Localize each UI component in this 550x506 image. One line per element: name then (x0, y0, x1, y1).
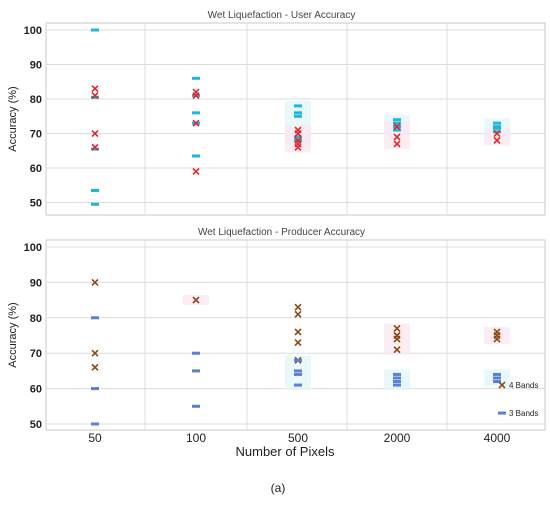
data-point-dash (91, 422, 99, 426)
data-point-dash (91, 95, 99, 99)
data-point-dash (493, 130, 501, 134)
data-point-dash (393, 121, 401, 125)
data-point-dash (294, 114, 302, 118)
data-point-dash (393, 128, 401, 132)
data-point-dash (294, 383, 302, 387)
chart-title: Wet Liquefaction - Producer Accuracy (198, 227, 365, 238)
data-point-x (192, 167, 200, 176)
legend-swatch-x (498, 381, 506, 389)
data-point-dash (493, 376, 501, 380)
x-tick-label: 4000 (484, 431, 511, 445)
data-point-x (393, 123, 401, 131)
y-tick-label: 50 (30, 419, 42, 431)
data-point-dash (393, 380, 401, 384)
data-point-dash (91, 202, 99, 206)
data-point-dash (493, 380, 501, 384)
data-point-dash (192, 76, 200, 80)
data-point-x (91, 363, 99, 371)
y-tick-label: 60 (30, 384, 42, 396)
data-point-x (294, 303, 302, 311)
y-axis-label: Accuracy (%) (7, 302, 19, 367)
data-point-x (393, 324, 401, 332)
data-point-dash (493, 121, 501, 125)
cluster-shade (384, 369, 410, 391)
data-point-dash (91, 147, 99, 151)
x-tick-label: 500 (288, 431, 308, 445)
data-point-dash (493, 372, 501, 376)
x-tick-label: 50 (88, 431, 102, 445)
y-tick-label: 70 (30, 129, 42, 141)
x-tick-label: 2000 (384, 431, 411, 445)
data-point-dash (192, 369, 200, 373)
data-point-dash (393, 376, 401, 380)
y-tick-label: 60 (30, 163, 42, 175)
data-point-x (393, 335, 401, 343)
data-point-dash (294, 372, 302, 376)
data-point-dash (294, 369, 302, 373)
data-point-x (294, 328, 302, 336)
data-point-dash (91, 188, 99, 192)
y-tick-label: 70 (30, 348, 42, 360)
data-point-dash (294, 104, 302, 108)
data-point-dash (91, 316, 99, 320)
data-point-dash (294, 135, 302, 139)
data-point-x (493, 136, 501, 144)
data-point-dash (493, 125, 501, 129)
data-point-x (192, 92, 200, 100)
data-point-dash (192, 111, 200, 115)
legend-label: 4 Bands (509, 381, 538, 390)
y-tick-label: 90 (30, 277, 42, 289)
data-point-x (393, 140, 401, 148)
data-point-dash (91, 28, 99, 32)
y-tick-label: 80 (30, 94, 42, 106)
data-point-x (493, 129, 501, 138)
x-axis-label: Number of Pixels (236, 444, 335, 459)
data-point-x (192, 119, 200, 127)
data-point-x (91, 349, 99, 357)
data-point-x (393, 346, 401, 354)
data-point-dash (192, 404, 200, 408)
legend-label: 3 Bands (509, 409, 538, 418)
cluster-shade (484, 128, 510, 146)
chart-title: Wet Liquefaction - User Accuracy (208, 10, 356, 21)
data-point-x (91, 278, 99, 286)
data-point-dash (393, 383, 401, 387)
data-point-x (91, 143, 99, 151)
y-axis-label: Accuracy (%) (7, 86, 19, 151)
data-point-dash (294, 358, 302, 362)
y-tick-label: 100 (24, 25, 42, 37)
data-point-dash (91, 387, 99, 391)
figure-caption: (a) (271, 481, 286, 495)
data-point-x (294, 129, 302, 138)
y-tick-label: 90 (30, 60, 42, 72)
data-point-x (294, 310, 302, 318)
data-point-x (192, 296, 200, 304)
data-point-x (91, 92, 99, 100)
y-tick-label: 100 (24, 242, 42, 254)
data-point-x (294, 339, 302, 347)
y-tick-label: 50 (30, 198, 42, 210)
data-point-dash (192, 351, 200, 355)
data-point-dash (493, 126, 501, 130)
data-point-x (91, 129, 99, 138)
data-point-x (294, 143, 302, 151)
data-point-dash (393, 372, 401, 376)
x-tick-label: 100 (186, 431, 206, 445)
data-point-dash (192, 154, 200, 158)
data-point-dash (393, 118, 401, 122)
y-tick-label: 80 (30, 313, 42, 325)
data-point-x (91, 85, 99, 93)
data-point-x (493, 335, 501, 343)
data-point-dash (294, 111, 302, 115)
data-point-x (393, 133, 401, 141)
legend-swatch-dash (498, 411, 506, 415)
